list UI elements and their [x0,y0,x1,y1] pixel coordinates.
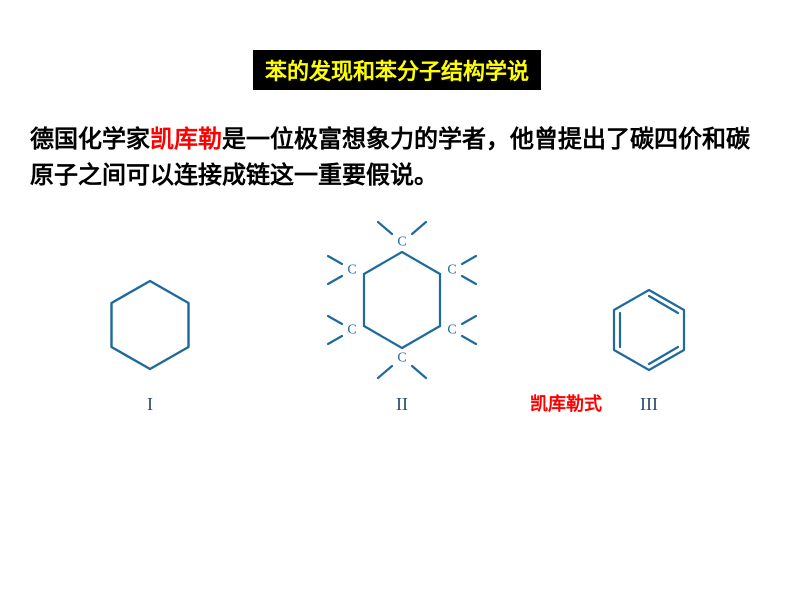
body-pre: 德国化学家 [30,126,150,153]
hexagon-icon [95,270,205,380]
svg-text:C: C [397,351,406,366]
diagram-label-1: I [147,394,153,415]
diagram-kekule: III [599,280,699,415]
svg-text:C: C [347,323,356,338]
carbon-ring-icon: C C C C C C [312,220,492,380]
diagram-row: I C C C C C C II III [95,220,699,415]
diagram-hexagon: I [95,270,205,415]
svg-text:C: C [447,263,456,278]
svg-text:C: C [397,235,406,250]
svg-text:C: C [447,323,456,338]
kekule-icon [599,280,699,380]
diagram-carbon-ring: C C C C C C II [312,220,492,415]
body-highlight: 凯库勒 [150,126,222,153]
kekule-caption: 凯库勒式 [530,390,602,416]
slide-title: 苯的发现和苯分子结构学说 [253,50,541,90]
body-paragraph: 德国化学家凯库勒是一位极富想象力的学者，他曾提出了碳四价和碳原子之间可以连接成链… [30,122,772,194]
diagram-label-3: III [640,394,658,415]
diagram-label-2: II [396,394,408,415]
svg-text:C: C [347,263,356,278]
